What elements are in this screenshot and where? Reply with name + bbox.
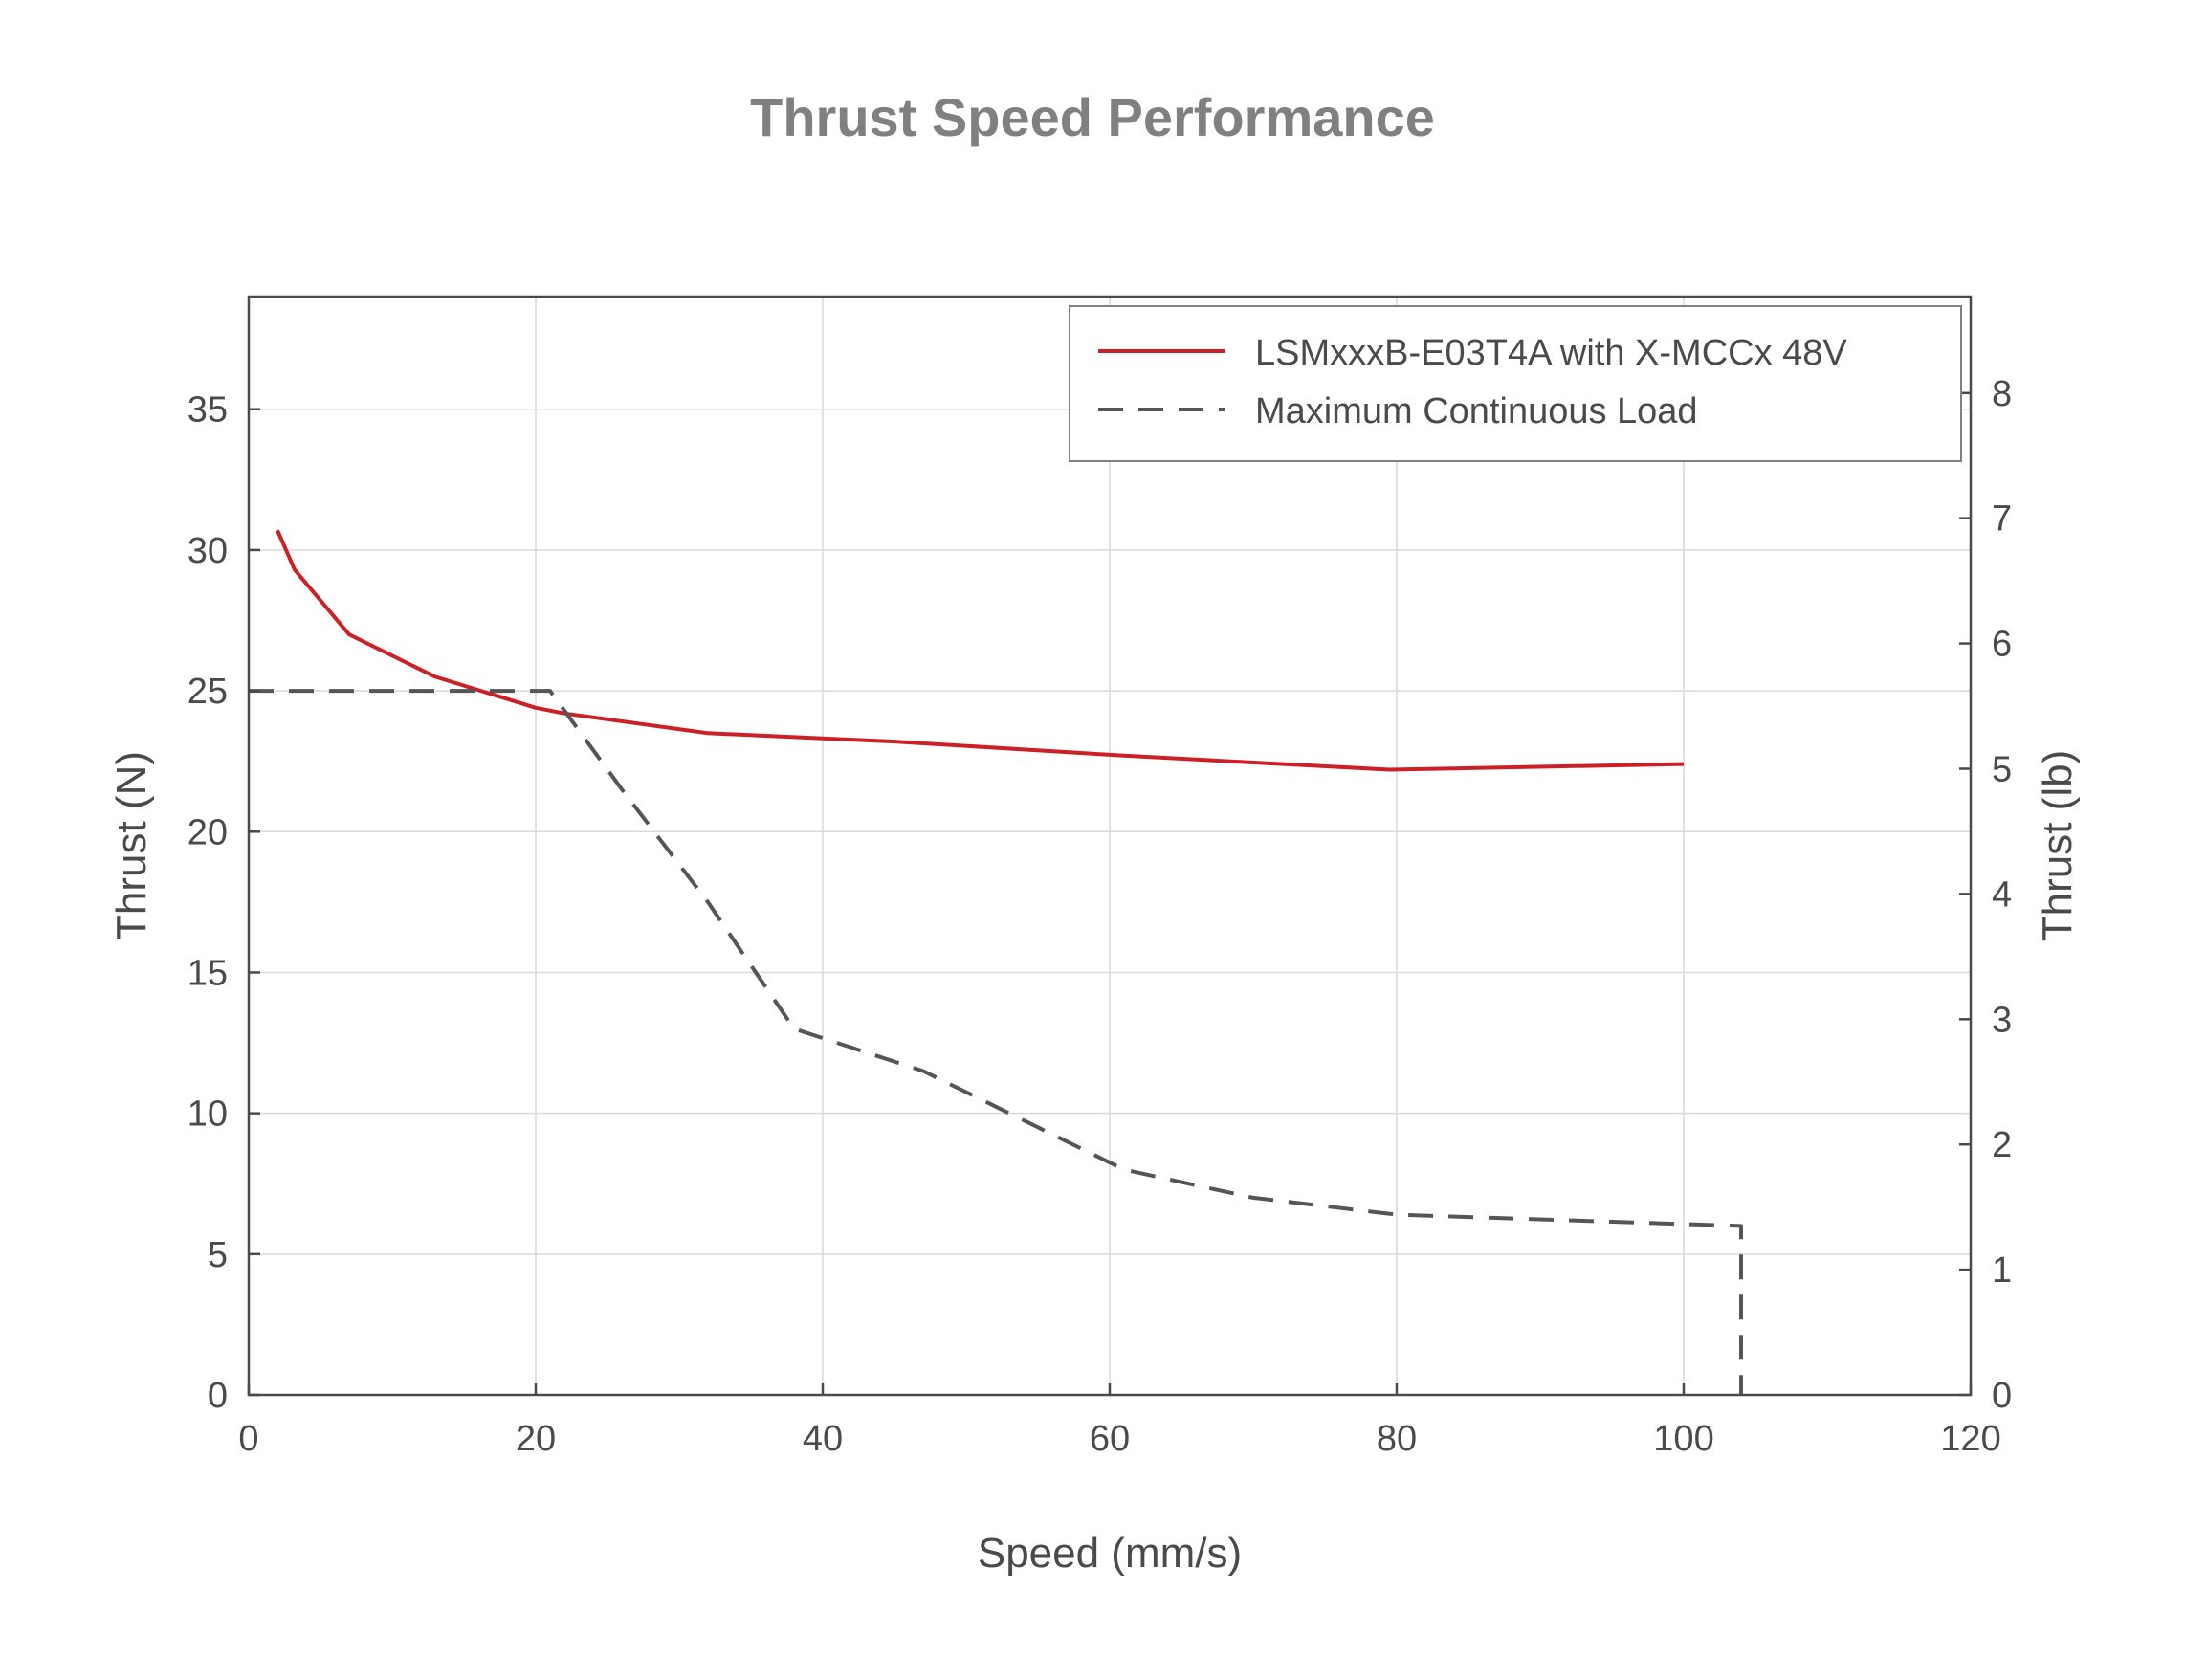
y2-tick-label: 2: [1992, 1125, 2012, 1165]
x-axis: 0 20 40 60 80 100 120: [238, 1383, 2001, 1459]
chart-title: Thrust Speed Performance: [750, 87, 1435, 147]
series-max-continuous-load-line: [249, 689, 1743, 1395]
y2-axis-label: Thrust (lb): [2034, 750, 2081, 941]
y2-tick-label: 5: [1992, 749, 2012, 789]
y-tick-label: 5: [208, 1235, 228, 1275]
y-tick-label: 10: [188, 1094, 228, 1135]
legend: LSMxxxB-E03T4A with X-MCCx 48V Maximum C…: [1069, 305, 1962, 462]
legend-label-thrust: LSMxxxB-E03T4A with X-MCCx 48V: [1255, 333, 1847, 373]
legend-label-max-load: Maximum Continuous Load: [1255, 391, 1698, 431]
x-tick-label: 80: [1377, 1419, 1417, 1459]
legend-box: [1069, 305, 1962, 462]
x-tick-label: 20: [516, 1419, 556, 1459]
y-axis-right: 0 1 2 3 4 5 6 7 8: [1959, 374, 2012, 1416]
y-tick-label: 25: [188, 672, 228, 712]
x-tick-label: 40: [803, 1419, 843, 1459]
y2-tick-label: 3: [1992, 1000, 2012, 1040]
x-tick-label: 120: [1940, 1419, 2000, 1459]
x-tick-label: 60: [1090, 1419, 1130, 1459]
y2-tick-label: 0: [1992, 1376, 2012, 1416]
x-tick-label: 100: [1653, 1419, 1713, 1459]
y-tick-label: 30: [188, 531, 228, 571]
y-tick-label: 20: [188, 812, 228, 852]
series-thrust-line: [276, 529, 1685, 772]
y2-tick-label: 6: [1992, 625, 2012, 665]
x-axis-label: Speed (mm/s): [978, 1530, 1242, 1577]
y-axis-left: 0 5 10 15 20 25 30 35: [188, 390, 260, 1416]
y2-tick-label: 4: [1992, 874, 2012, 915]
y-tick-label: 15: [188, 953, 228, 993]
y-tick-label: 35: [188, 390, 228, 431]
series-layer: [249, 529, 1743, 1395]
y-axis-label: Thrust (N): [108, 751, 155, 940]
x-tick-label: 0: [238, 1419, 258, 1459]
y2-tick-label: 1: [1992, 1250, 2012, 1291]
y-tick-label: 0: [208, 1376, 228, 1416]
y2-tick-label: 7: [1992, 499, 2012, 540]
y2-tick-label: 8: [1992, 374, 2012, 414]
grid: [249, 297, 1971, 1395]
